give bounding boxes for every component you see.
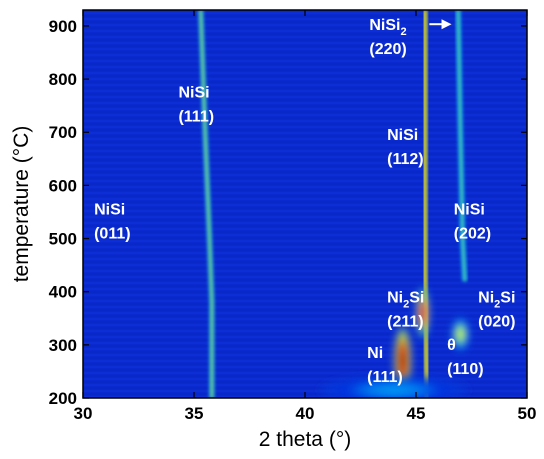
heatmap-texture <box>83 10 527 398</box>
peak-label: NiSi <box>94 202 125 219</box>
x-tick-label: 40 <box>296 404 315 423</box>
y-tick-label: 900 <box>49 17 77 36</box>
peak-label: Ni <box>367 345 383 362</box>
y-tick-label: 300 <box>49 336 77 355</box>
y-tick-label: 200 <box>49 389 77 408</box>
intensity-spot <box>316 374 472 398</box>
peak-hkl-label: (202) <box>454 226 491 243</box>
peak-hkl-label: (020) <box>478 313 515 330</box>
peak-hkl-label: (220) <box>369 41 406 58</box>
peak-hkl-label: (111) <box>367 369 403 386</box>
peak-hkl-label: (211) <box>387 313 423 330</box>
peak-label: Ni2Si <box>387 289 424 310</box>
y-axis-label: temperature (°C) <box>10 126 33 283</box>
x-tick-label: 35 <box>185 404 204 423</box>
peak-label: NiSi <box>387 127 418 144</box>
arrow-head <box>441 19 452 30</box>
peak-label: θ <box>447 337 456 354</box>
annotations: NiSi (011) NiSi (111) NiSi2 (220) NiSi (112) NiS… <box>94 17 515 386</box>
intensity-spot <box>414 283 431 343</box>
y-tick-label: 400 <box>49 283 77 302</box>
y-tick-label: 500 <box>49 230 77 249</box>
peak-label: NiSi2 <box>369 17 406 38</box>
trace-line <box>199 10 213 398</box>
peak-label: NiSi <box>178 85 209 102</box>
peak-hkl-label: (111) <box>178 109 214 126</box>
plot-area <box>83 10 527 398</box>
x-tick-label: 50 <box>518 404 537 423</box>
y-tick-label: 600 <box>49 176 77 195</box>
peak-hkl-label: (112) <box>387 151 423 168</box>
peak-hkl-label: (011) <box>94 226 130 243</box>
peak-hkl-label: (110) <box>447 361 483 378</box>
x-axis-label: 2 theta (°) <box>259 428 351 451</box>
intensity-spot <box>450 315 471 353</box>
y-tick-label: 700 <box>49 123 77 142</box>
axes: 30 35 40 45 50 200 300 400 500 600 700 800 900 <box>49 9 537 423</box>
peak-label: NiSi <box>454 202 485 219</box>
trace-line <box>457 10 466 282</box>
peak-label: Ni2Si <box>478 289 515 310</box>
x-tick-label: 30 <box>74 404 93 423</box>
x-tick-label: 45 <box>407 404 426 423</box>
y-tick-label: 800 <box>49 70 77 89</box>
